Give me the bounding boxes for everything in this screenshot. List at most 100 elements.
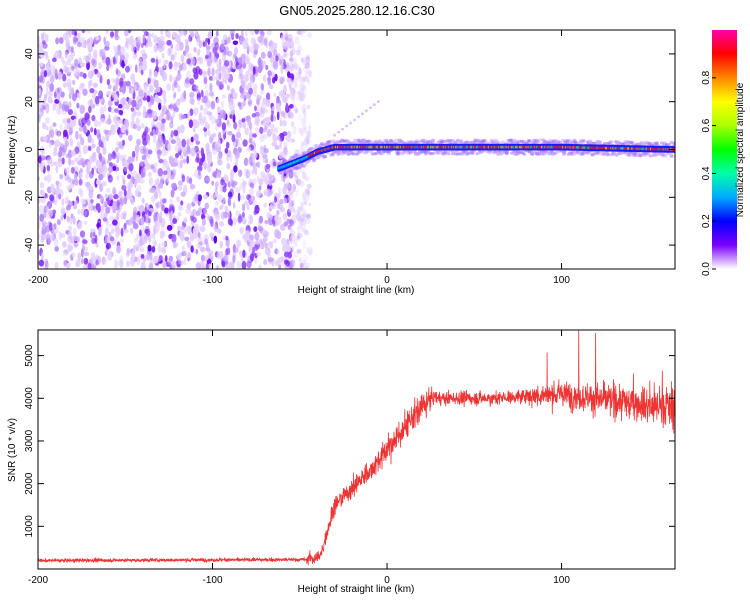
noise-blob <box>289 60 295 66</box>
track-halo <box>572 152 577 156</box>
noise-blob <box>180 191 186 197</box>
noise-blob <box>248 156 253 166</box>
noise-blob <box>172 112 176 119</box>
noise-blob <box>223 253 229 263</box>
snr-y-label: SNR (10 * v/v) <box>7 418 18 482</box>
noise-blob <box>107 153 113 162</box>
noise-blob <box>234 150 241 159</box>
noise-blob <box>272 238 278 244</box>
track-halo <box>562 150 567 154</box>
noise-blob <box>301 103 307 113</box>
noise-blob <box>305 229 309 236</box>
noise-blob <box>273 132 277 142</box>
noise-blob <box>65 262 71 269</box>
noise-blob <box>307 190 311 196</box>
noise-blob <box>178 30 183 38</box>
noise-blob <box>289 219 294 227</box>
noise-blob <box>149 252 153 260</box>
noise-blob <box>89 88 95 94</box>
noise-blob <box>83 55 87 61</box>
noise-blob <box>120 227 124 237</box>
noise-blob <box>105 56 111 66</box>
noise-blob <box>54 68 58 77</box>
noise-blob <box>48 142 52 148</box>
track-halo <box>530 152 535 156</box>
noise-blob <box>160 150 167 157</box>
noise-blob <box>171 233 177 244</box>
noise-blob <box>301 83 306 91</box>
noise-blob <box>294 62 298 71</box>
noise-blob <box>90 64 95 71</box>
noise-blob <box>136 125 141 132</box>
noise-blob <box>74 157 80 163</box>
noise-blob <box>265 116 271 124</box>
noise-blob <box>265 249 269 256</box>
x-tick-label: -100 <box>203 575 223 586</box>
y-tick-label: -40 <box>24 237 35 252</box>
noise-blob <box>305 63 310 69</box>
noise-blob <box>270 128 274 136</box>
noise-blob <box>55 37 60 45</box>
noise-blob <box>60 56 64 63</box>
noise-blob <box>78 188 83 195</box>
noise-blob <box>190 136 194 143</box>
noise-blob <box>78 133 83 140</box>
track-halo <box>459 139 464 143</box>
spectrogram-y-label: Frequency (Hz) <box>7 116 18 185</box>
noise-blob <box>140 42 144 49</box>
noise-blob <box>254 111 260 118</box>
track-halo <box>598 140 603 144</box>
stray-point <box>345 124 348 128</box>
noise-blob <box>108 114 111 121</box>
noise-blob <box>52 57 57 63</box>
noise-blob <box>162 198 167 204</box>
noise-blob <box>301 218 307 227</box>
noise-blob <box>241 30 244 40</box>
noise-blob <box>264 230 270 238</box>
noise-blob <box>236 261 242 269</box>
noise-blob <box>223 46 230 52</box>
noise-blob <box>94 119 99 127</box>
noise-blob <box>301 85 307 93</box>
noise-blob <box>293 171 298 179</box>
track-halo <box>431 151 436 155</box>
noise-blob <box>75 68 81 77</box>
colorbar-label: Normalized spectral amplitude <box>735 82 746 217</box>
noise-blob <box>136 41 140 52</box>
noise-blob <box>293 208 297 214</box>
noise-blob <box>285 62 290 68</box>
noise-blob <box>45 51 48 60</box>
noise-blob <box>192 216 197 223</box>
noise-blob <box>79 172 83 178</box>
noise-blob <box>174 80 178 89</box>
noise-blob <box>260 145 264 151</box>
noise-blob <box>93 166 97 171</box>
noise-blob <box>73 204 77 210</box>
noise-blob <box>304 75 310 82</box>
noise-blob <box>179 159 183 169</box>
noise-blob <box>43 70 48 78</box>
noise-blob <box>269 241 274 248</box>
noise-blob <box>196 89 200 94</box>
noise-blob <box>163 207 169 214</box>
noise-blob <box>113 115 119 124</box>
noise-blob <box>173 91 177 98</box>
noise-blob <box>306 130 310 137</box>
noise-blob <box>300 180 305 188</box>
noise-blob <box>61 197 65 206</box>
noise-blob <box>123 196 128 205</box>
track-halo <box>655 153 660 157</box>
noise-blob <box>305 56 311 65</box>
noise-blob <box>148 84 154 93</box>
noise-blob <box>86 30 91 34</box>
track-halo <box>487 151 492 155</box>
noise-blob <box>209 136 214 144</box>
noise-blob <box>108 193 113 201</box>
noise-blob <box>66 118 71 124</box>
noise-blob <box>280 237 287 246</box>
noise-blob <box>82 239 88 244</box>
noise-blob <box>263 259 268 265</box>
noise-blob <box>121 175 125 180</box>
noise-blob <box>91 114 96 122</box>
